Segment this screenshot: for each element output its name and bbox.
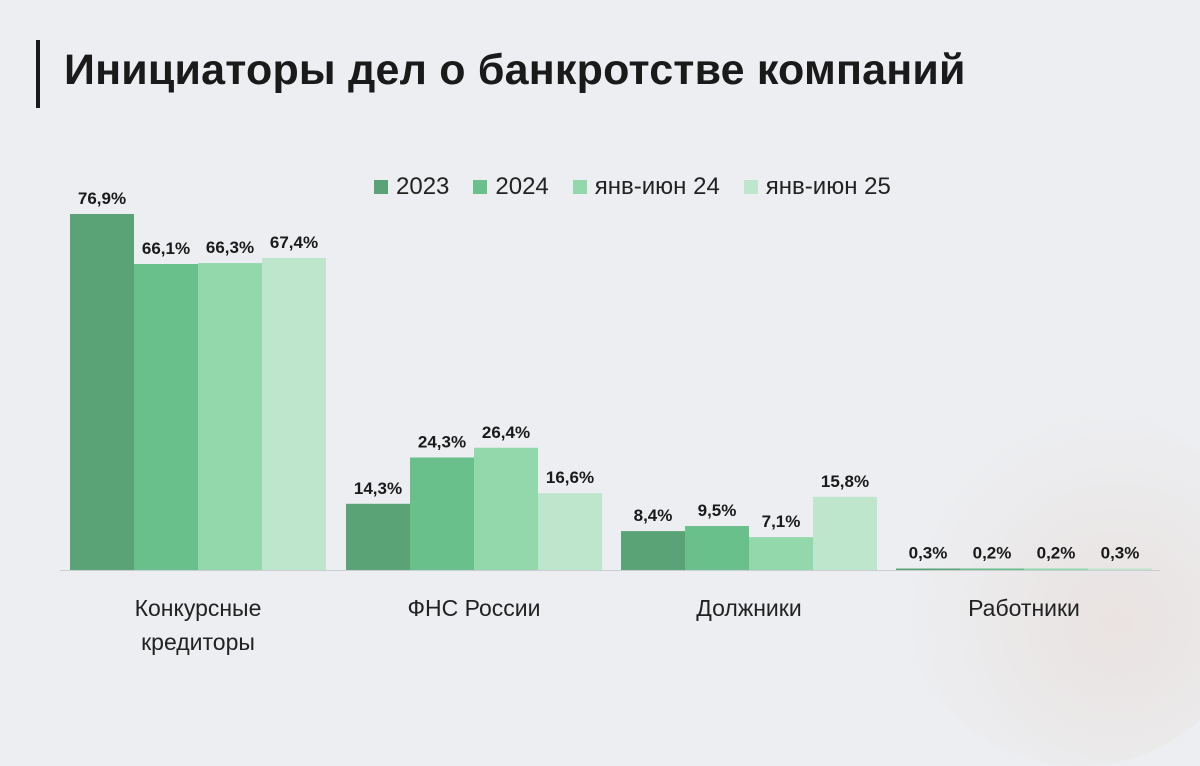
chart-legend: 2023 2024 янв-июн 24 янв-июн 25 [374, 172, 891, 202]
legend-label: янв-июн 25 [765, 173, 891, 200]
bar [1024, 568, 1088, 570]
slide: Инициаторы дел о банкротстве компаний 20… [36, 40, 1200, 766]
data-label: 0,2% [973, 544, 1012, 563]
bar [749, 537, 813, 570]
legend-item: янв-июн 25 [743, 173, 891, 201]
data-label: 67,4% [270, 233, 318, 252]
page-title: Инициаторы дел о банкротстве компаний [64, 46, 966, 94]
legend-label: 2024 [495, 173, 549, 200]
legend-label: янв-июн 24 [594, 173, 720, 200]
data-label: 9,5% [698, 501, 737, 520]
category-label: ФНС России [408, 595, 541, 621]
bar [70, 214, 134, 570]
bar [262, 257, 326, 570]
bar-chart: 76,9% 66,1% 66,3% 67,4% Конкурсные кредиторы 1… [60, 189, 1160, 655]
bar [410, 457, 474, 570]
data-label: 26,4% [482, 423, 530, 442]
data-label: 66,1% [142, 239, 190, 258]
bar [813, 496, 877, 570]
bar [896, 568, 960, 570]
bar [960, 568, 1024, 570]
data-label: 16,6% [546, 468, 594, 487]
data-label: 15,8% [821, 472, 869, 491]
data-label: 76,9% [78, 189, 126, 208]
bar [134, 263, 198, 570]
data-label: 66,3% [206, 238, 254, 257]
bar [1088, 568, 1152, 570]
bar [685, 526, 749, 570]
bar [346, 503, 410, 570]
bar [474, 447, 538, 570]
legend-swatch [743, 180, 758, 194]
data-label: 24,3% [418, 433, 466, 452]
data-label: 14,3% [354, 479, 402, 498]
bar [198, 263, 262, 570]
category-label: Работники [968, 595, 1080, 621]
category-label: кредиторы [141, 629, 255, 655]
legend-swatch [473, 180, 488, 194]
category-label: Должники [696, 595, 801, 621]
bar [538, 493, 602, 570]
bar [621, 531, 685, 570]
legend-swatch [374, 180, 388, 194]
legend-item: янв-июн 24 [572, 173, 720, 201]
background-decoration [900, 406, 1200, 766]
data-label: 8,4% [634, 506, 673, 525]
title-accent-bar [36, 40, 40, 108]
legend-label: 2023 [396, 173, 450, 200]
legend-item: 2023 [374, 173, 449, 201]
data-label: 0,3% [909, 544, 948, 563]
data-label: 0,3% [1101, 544, 1140, 563]
data-label: 0,2% [1037, 544, 1076, 563]
legend-swatch [572, 180, 587, 194]
data-label: 7,1% [762, 512, 801, 531]
category-label: Конкурсные [135, 595, 262, 621]
legend-item: 2024 [473, 173, 549, 201]
